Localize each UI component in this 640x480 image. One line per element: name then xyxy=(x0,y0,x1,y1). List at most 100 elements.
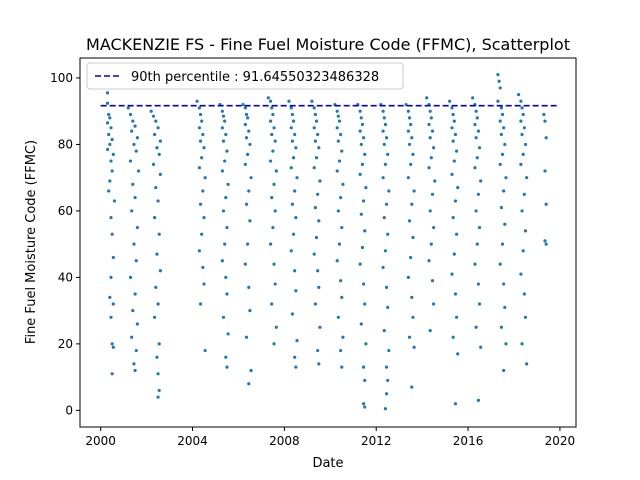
data-point xyxy=(247,189,251,193)
data-point xyxy=(383,162,388,166)
data-point xyxy=(224,196,228,200)
data-point xyxy=(110,342,114,346)
data-point xyxy=(383,122,388,127)
data-point xyxy=(519,272,523,276)
data-point xyxy=(221,209,226,213)
data-point xyxy=(544,136,548,140)
data-point xyxy=(270,302,274,306)
data-point xyxy=(382,328,386,333)
data-point xyxy=(521,152,525,157)
data-point xyxy=(111,345,115,349)
data-point xyxy=(381,265,385,270)
data-point xyxy=(108,116,112,120)
data-point xyxy=(520,106,524,110)
data-point xyxy=(364,186,368,190)
data-point xyxy=(316,132,320,137)
data-point xyxy=(384,365,389,369)
data-point xyxy=(384,285,389,289)
data-point xyxy=(499,205,503,210)
data-point xyxy=(314,119,319,123)
data-point xyxy=(361,136,366,140)
data-point xyxy=(108,179,112,183)
data-point xyxy=(336,209,340,213)
data-point xyxy=(544,202,548,206)
data-point xyxy=(108,295,112,299)
data-point xyxy=(126,106,130,110)
data-point xyxy=(197,126,202,130)
data-point xyxy=(136,169,141,173)
data-point xyxy=(107,189,111,193)
data-point xyxy=(156,199,160,203)
data-point xyxy=(313,302,317,306)
data-point xyxy=(498,162,502,166)
data-point xyxy=(200,232,204,236)
data-point xyxy=(451,215,455,220)
data-point xyxy=(273,282,277,286)
data-point xyxy=(110,232,114,236)
data-point xyxy=(476,398,481,403)
data-point xyxy=(200,156,204,160)
data-point xyxy=(225,365,229,369)
data-point xyxy=(476,129,481,133)
legend-box xyxy=(86,62,404,90)
data-point xyxy=(272,342,276,346)
data-point xyxy=(221,114,226,118)
data-point xyxy=(243,162,247,166)
data-point xyxy=(410,202,414,206)
data-point xyxy=(410,385,414,389)
data-point xyxy=(153,315,157,319)
data-point xyxy=(386,305,390,309)
data-point xyxy=(407,335,412,339)
data-point xyxy=(132,142,136,147)
data-point xyxy=(454,315,459,319)
data-point xyxy=(427,166,431,170)
data-point xyxy=(335,126,339,130)
data-point xyxy=(340,149,344,153)
data-point xyxy=(411,235,415,240)
data-point xyxy=(406,176,410,180)
data-point xyxy=(271,149,275,153)
data-point xyxy=(226,182,230,186)
data-point xyxy=(383,249,388,253)
data-point xyxy=(270,196,274,200)
data-point xyxy=(361,282,366,286)
data-point xyxy=(430,192,435,196)
data-point xyxy=(521,249,525,253)
data-point xyxy=(479,179,483,183)
data-point xyxy=(220,169,224,173)
data-point xyxy=(266,96,270,100)
x-tick-label: 2000 xyxy=(85,434,116,448)
data-point xyxy=(475,156,479,160)
data-point xyxy=(340,365,344,369)
data-point xyxy=(496,73,500,77)
data-point xyxy=(453,402,458,406)
data-point xyxy=(474,109,478,113)
data-point xyxy=(502,126,506,130)
data-point xyxy=(318,325,322,329)
data-point xyxy=(197,166,202,170)
data-point xyxy=(479,345,483,349)
data-point xyxy=(428,136,432,140)
data-point xyxy=(153,215,157,220)
data-point xyxy=(519,119,523,123)
data-point xyxy=(289,106,293,110)
data-point xyxy=(361,365,366,369)
data-point xyxy=(316,269,320,273)
data-point xyxy=(318,179,322,183)
data-point xyxy=(502,189,506,193)
data-point xyxy=(272,262,276,266)
data-point xyxy=(523,229,528,233)
data-point xyxy=(131,182,135,186)
data-point xyxy=(409,255,413,260)
data-point xyxy=(128,112,133,117)
data-point xyxy=(451,112,455,117)
data-point xyxy=(156,126,160,130)
data-point xyxy=(151,162,156,166)
data-point xyxy=(293,355,297,359)
data-point xyxy=(340,225,344,230)
data-point xyxy=(339,196,343,200)
data-point xyxy=(500,112,505,117)
data-point xyxy=(543,239,547,243)
y-tick-label: 80 xyxy=(58,137,73,151)
data-point xyxy=(289,166,293,170)
